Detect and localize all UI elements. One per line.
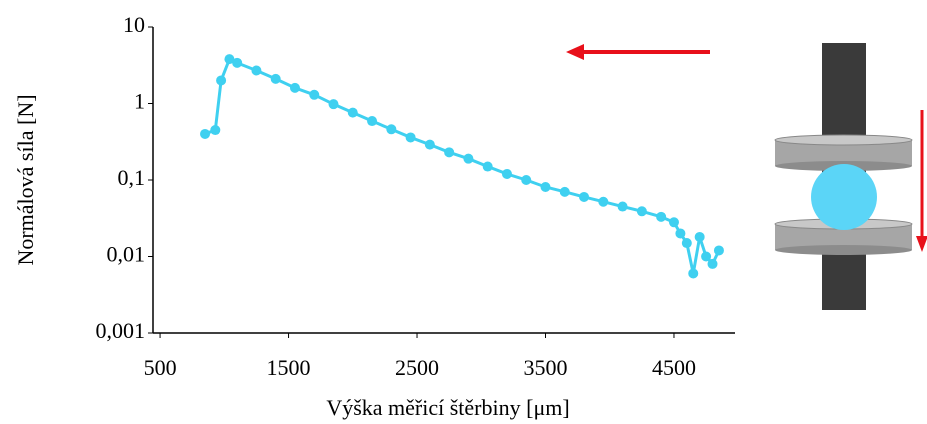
data-point <box>386 124 397 135</box>
x-tick-label: 2500 <box>395 355 439 380</box>
data-point <box>656 211 667 222</box>
data-point <box>482 161 493 172</box>
data-point <box>668 217 679 228</box>
x-tick-label: 500 <box>144 355 177 380</box>
data-point <box>598 196 609 207</box>
y-tick-label: 0,1 <box>118 165 146 190</box>
x-axis-label: Výška měřicí štěrbiny [μm] <box>326 395 569 420</box>
data-point <box>309 89 320 100</box>
data-point <box>210 125 221 136</box>
data-point <box>216 75 227 86</box>
data-point <box>688 268 699 279</box>
data-point <box>707 258 718 269</box>
data-point <box>713 245 724 256</box>
x-tick-label: 1500 <box>267 355 311 380</box>
data-point <box>463 153 474 164</box>
data-point <box>694 231 705 242</box>
data-point <box>289 82 300 93</box>
y-tick-label: 0,001 <box>96 318 146 343</box>
data-point <box>367 116 378 127</box>
y-tick-label: 0,01 <box>107 242 146 267</box>
y-tick-label: 10 <box>123 12 145 37</box>
data-point <box>200 128 211 139</box>
y-axis-label: Normálová síla [N] <box>13 94 38 265</box>
data-point <box>540 182 551 193</box>
data-point <box>232 57 243 68</box>
illustration <box>774 43 927 310</box>
data-point <box>347 107 358 118</box>
data-line <box>204 57 721 274</box>
data-point <box>559 186 570 197</box>
data-point <box>224 54 235 65</box>
data-point <box>501 168 512 179</box>
data-point <box>405 132 416 143</box>
data-point <box>251 65 262 76</box>
direction-arrow <box>566 44 710 60</box>
data-point <box>675 228 686 239</box>
y-tick-label: 1 <box>134 89 145 114</box>
x-tick-label: 3500 <box>523 355 567 380</box>
data-point <box>328 99 339 110</box>
data-point <box>579 191 590 202</box>
data-point <box>701 251 712 262</box>
data-point <box>270 73 281 84</box>
data-point <box>617 201 628 212</box>
x-tick-label: 4500 <box>652 355 696 380</box>
data-point <box>521 175 532 185</box>
data-point <box>424 139 435 150</box>
data-point <box>636 206 647 217</box>
data-point <box>681 238 692 249</box>
data-point <box>444 147 455 158</box>
